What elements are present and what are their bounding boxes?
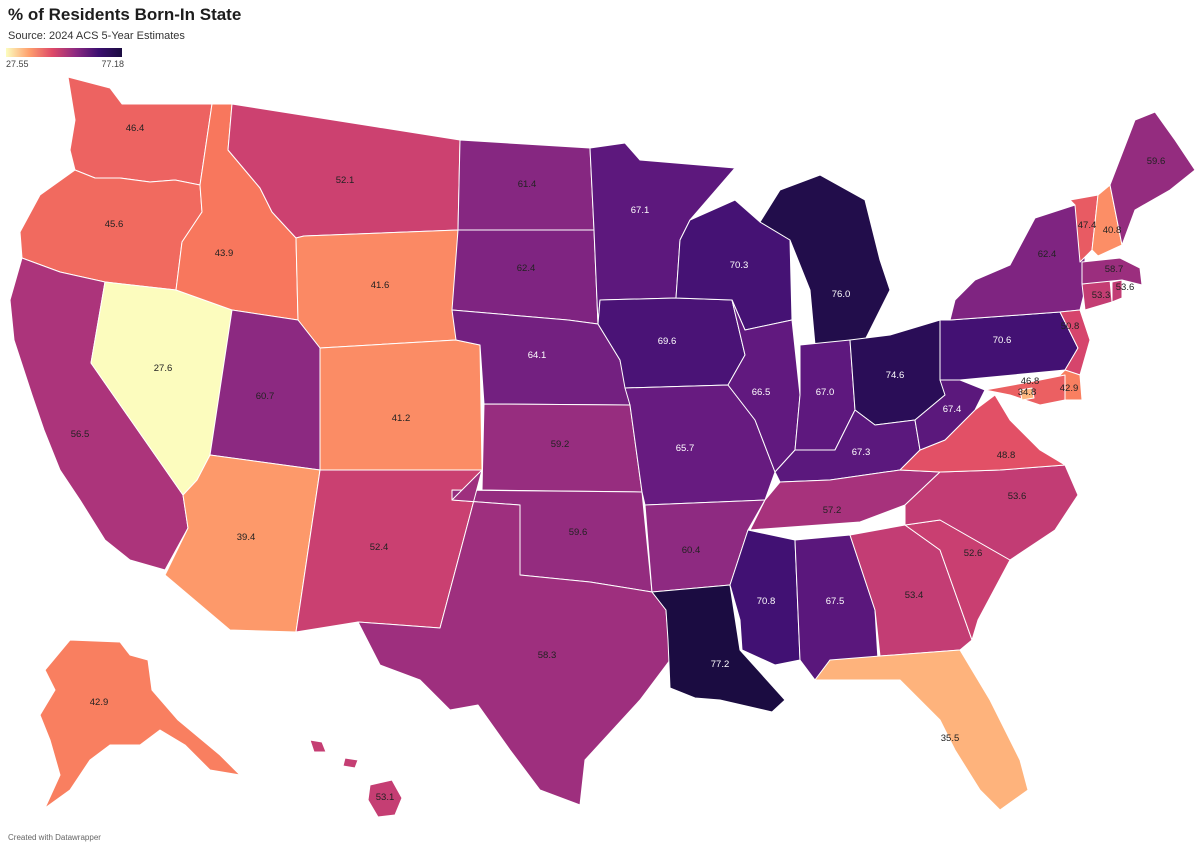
state-value-label-sd: 62.4 bbox=[517, 263, 536, 274]
state-value-label-ny: 62.4 bbox=[1038, 249, 1057, 260]
state-shape-me[interactable] bbox=[1109, 111, 1196, 246]
state-value-label-vt: 47.4 bbox=[1078, 220, 1097, 231]
state-value-label-md: 46.8 bbox=[1021, 376, 1040, 387]
state-shape-sd[interactable] bbox=[451, 229, 599, 325]
state-value-label-id: 43.9 bbox=[215, 248, 234, 259]
state-value-label-ma: 58.7 bbox=[1105, 264, 1124, 275]
state-value-label-de: 42.9 bbox=[1060, 383, 1079, 394]
state-value-label-ak: 42.9 bbox=[90, 697, 109, 708]
credit-footer: Created with Datawrapper bbox=[8, 833, 101, 842]
state-value-label-dc: 34.8 bbox=[1018, 387, 1037, 398]
state-value-label-nj: 50.8 bbox=[1061, 321, 1080, 332]
state-value-label-or: 45.6 bbox=[105, 219, 124, 230]
state-value-label-me: 59.6 bbox=[1147, 156, 1166, 167]
legend-max-label: 77.18 bbox=[101, 59, 124, 69]
state-shape-tx[interactable] bbox=[357, 469, 671, 806]
state-value-label-fl: 35.5 bbox=[941, 733, 960, 744]
state-value-label-ut: 60.7 bbox=[256, 391, 275, 402]
state-value-label-ga: 53.4 bbox=[905, 590, 924, 601]
state-value-label-nh: 40.8 bbox=[1103, 225, 1122, 236]
state-shape-pa[interactable] bbox=[939, 311, 1079, 381]
state-value-label-va: 48.8 bbox=[997, 450, 1016, 461]
legend-min-label: 27.55 bbox=[6, 59, 29, 69]
state-value-label-ar: 60.4 bbox=[682, 545, 701, 556]
state-value-label-tn: 57.2 bbox=[823, 505, 842, 516]
state-value-label-wi: 70.3 bbox=[730, 260, 749, 271]
state-value-label-ia: 69.6 bbox=[658, 336, 677, 347]
map-subtitle: Source: 2024 ACS 5-Year Estimates bbox=[8, 30, 185, 42]
state-value-label-nc: 53.6 bbox=[1008, 491, 1027, 502]
state-value-label-mt: 52.1 bbox=[336, 175, 355, 186]
state-labels: 46.4 45.6 56.5 27.6 43.9 52.1 41.6 60.7 39.4 41.2… bbox=[71, 123, 1166, 803]
state-shape-hi[interactable] bbox=[309, 739, 403, 818]
state-value-label-ct: 53.3 bbox=[1092, 290, 1111, 301]
state-value-label-mi: 76.0 bbox=[832, 289, 851, 300]
state-shape-fl[interactable] bbox=[814, 649, 1029, 811]
state-value-label-co: 41.2 bbox=[392, 413, 411, 424]
state-shape-vt[interactable] bbox=[1069, 194, 1099, 263]
state-value-label-il: 66.5 bbox=[752, 387, 771, 398]
state-value-label-ri: 53.6 bbox=[1116, 282, 1135, 293]
state-shape-la[interactable] bbox=[651, 584, 786, 713]
state-value-label-mo: 65.7 bbox=[676, 443, 695, 454]
state-value-label-oh: 74.6 bbox=[886, 370, 905, 381]
state-value-label-nv: 27.6 bbox=[154, 363, 173, 374]
state-value-label-mn: 67.1 bbox=[631, 205, 650, 216]
state-value-label-pa: 70.6 bbox=[993, 335, 1012, 346]
state-value-label-ok: 59.6 bbox=[569, 527, 588, 538]
state-value-label-ks: 59.2 bbox=[551, 439, 570, 450]
state-value-label-wy: 41.6 bbox=[371, 280, 390, 291]
state-shape-nh[interactable] bbox=[1091, 184, 1123, 257]
state-shapes bbox=[9, 76, 1196, 818]
map-title: % of Residents Born-In State bbox=[8, 5, 242, 24]
state-value-label-wa: 46.4 bbox=[126, 123, 145, 134]
state-value-label-ca: 56.5 bbox=[71, 429, 90, 440]
state-value-label-nd: 61.4 bbox=[518, 179, 537, 190]
state-value-label-sc: 52.6 bbox=[964, 548, 983, 559]
state-value-label-ne: 64.1 bbox=[528, 350, 547, 361]
state-shape-ms[interactable] bbox=[729, 529, 801, 666]
state-value-label-ms: 70.8 bbox=[757, 596, 776, 607]
state-value-label-al: 67.5 bbox=[826, 596, 845, 607]
legend-gradient-bar bbox=[6, 48, 122, 57]
state-value-label-tx: 58.3 bbox=[538, 650, 557, 661]
state-shape-dc[interactable] bbox=[1019, 387, 1035, 401]
state-value-label-la: 77.2 bbox=[711, 659, 730, 670]
state-shape-mi[interactable] bbox=[759, 174, 891, 346]
state-value-label-az: 39.4 bbox=[237, 532, 256, 543]
state-value-label-wv: 67.4 bbox=[943, 404, 962, 415]
state-shape-ak[interactable] bbox=[39, 639, 241, 809]
state-value-label-in: 67.0 bbox=[816, 387, 835, 398]
state-shape-co[interactable] bbox=[319, 339, 483, 471]
state-value-label-ky: 67.3 bbox=[852, 447, 871, 458]
state-shape-ma[interactable] bbox=[1081, 257, 1143, 286]
state-value-label-nm: 52.4 bbox=[370, 542, 389, 553]
state-value-label-hi: 53.1 bbox=[376, 792, 395, 803]
state-shape-ny[interactable] bbox=[949, 204, 1086, 321]
color-legend: 27.55 77.18 bbox=[6, 48, 124, 70]
state-shape-wi[interactable] bbox=[675, 199, 793, 331]
